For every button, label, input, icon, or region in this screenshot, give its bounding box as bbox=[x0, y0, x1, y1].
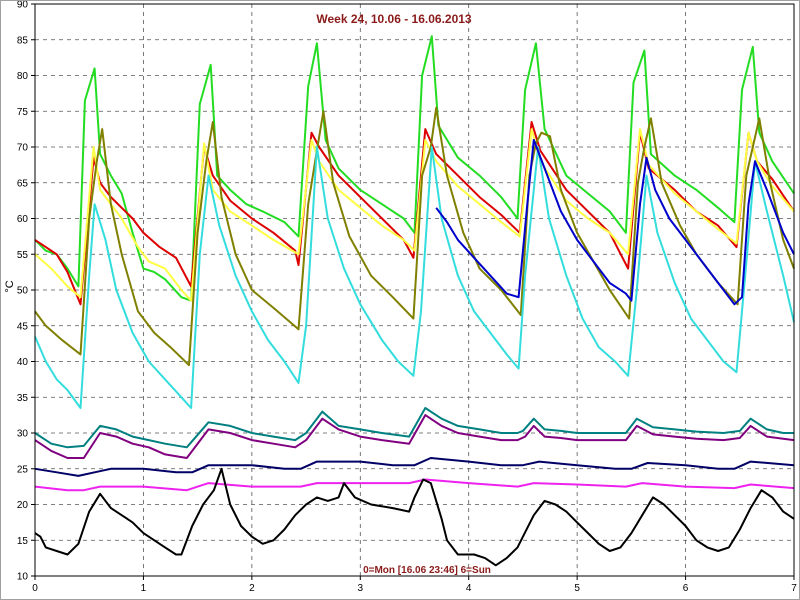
y-tick-label: 75 bbox=[17, 107, 29, 118]
y-tick-label: 60 bbox=[17, 214, 29, 225]
y-tick-label: 90 bbox=[17, 1, 29, 11]
y-tick-label: 50 bbox=[17, 286, 29, 297]
chart-footer-note: 0=Mon [16.06 23:46] 6=Sun bbox=[363, 565, 491, 576]
y-tick-label: 20 bbox=[17, 500, 29, 511]
x-tick-label: 0 bbox=[32, 583, 38, 594]
x-tick-label: 7 bbox=[791, 583, 797, 594]
y-tick-label: 80 bbox=[17, 71, 29, 82]
series-line-5 bbox=[34, 146, 795, 409]
y-tick-label: 70 bbox=[17, 143, 29, 154]
x-tick-label: 1 bbox=[141, 583, 147, 594]
y-tick-label: 55 bbox=[17, 250, 29, 261]
y-tick-label: 15 bbox=[17, 536, 29, 547]
y-tick-label: 35 bbox=[17, 393, 29, 404]
series-line-7 bbox=[34, 407, 794, 449]
chart-title: Week 24, 10.06 - 16.06.2013 bbox=[316, 12, 472, 26]
y-tick-label: 40 bbox=[17, 357, 29, 368]
series-line-9 bbox=[34, 457, 795, 477]
series-line-3 bbox=[34, 128, 795, 302]
y-tick-label: 25 bbox=[17, 464, 29, 475]
y-tick-label: 85 bbox=[17, 35, 29, 46]
x-tick-label: 3 bbox=[358, 583, 364, 594]
x-tick-label: 5 bbox=[574, 583, 580, 594]
series-line-6 bbox=[435, 138, 795, 306]
series-line-10 bbox=[34, 478, 795, 492]
series-line-11 bbox=[34, 467, 795, 567]
y-tick-label: 10 bbox=[17, 572, 29, 583]
series-group bbox=[34, 35, 795, 567]
y-tick-label: 45 bbox=[17, 321, 29, 332]
x-tick-label: 6 bbox=[683, 583, 689, 594]
series-line-4 bbox=[34, 106, 795, 367]
x-tick-label: 4 bbox=[466, 583, 472, 594]
x-tick-label: 2 bbox=[249, 583, 255, 594]
series-line-8 bbox=[34, 414, 795, 459]
y-tick-label: 65 bbox=[17, 178, 29, 189]
y-axis-unit-label: °C bbox=[4, 280, 16, 292]
y-tick-label: 30 bbox=[17, 429, 29, 440]
